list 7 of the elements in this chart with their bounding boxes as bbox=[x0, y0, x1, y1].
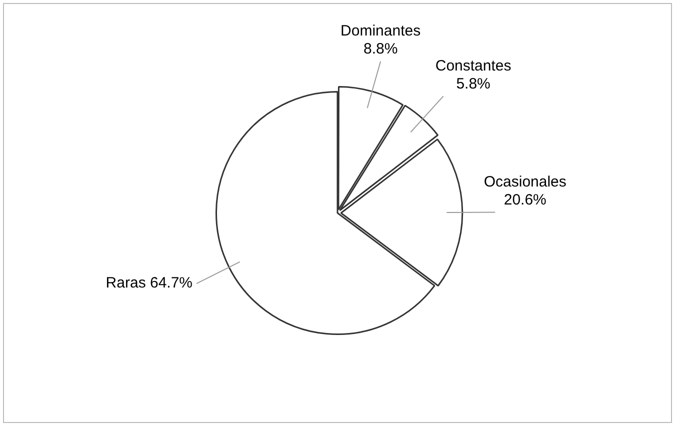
data-label: 5.8% bbox=[456, 75, 490, 92]
slice-label: Ocasionales bbox=[484, 173, 566, 190]
slice-label: Raras 64.7% bbox=[106, 274, 193, 292]
data-label: 20.6% bbox=[504, 191, 546, 208]
slice-label: Dominantes bbox=[340, 22, 421, 40]
data-label: 8.8% bbox=[363, 40, 398, 58]
slice-label: Constantes bbox=[435, 57, 512, 74]
